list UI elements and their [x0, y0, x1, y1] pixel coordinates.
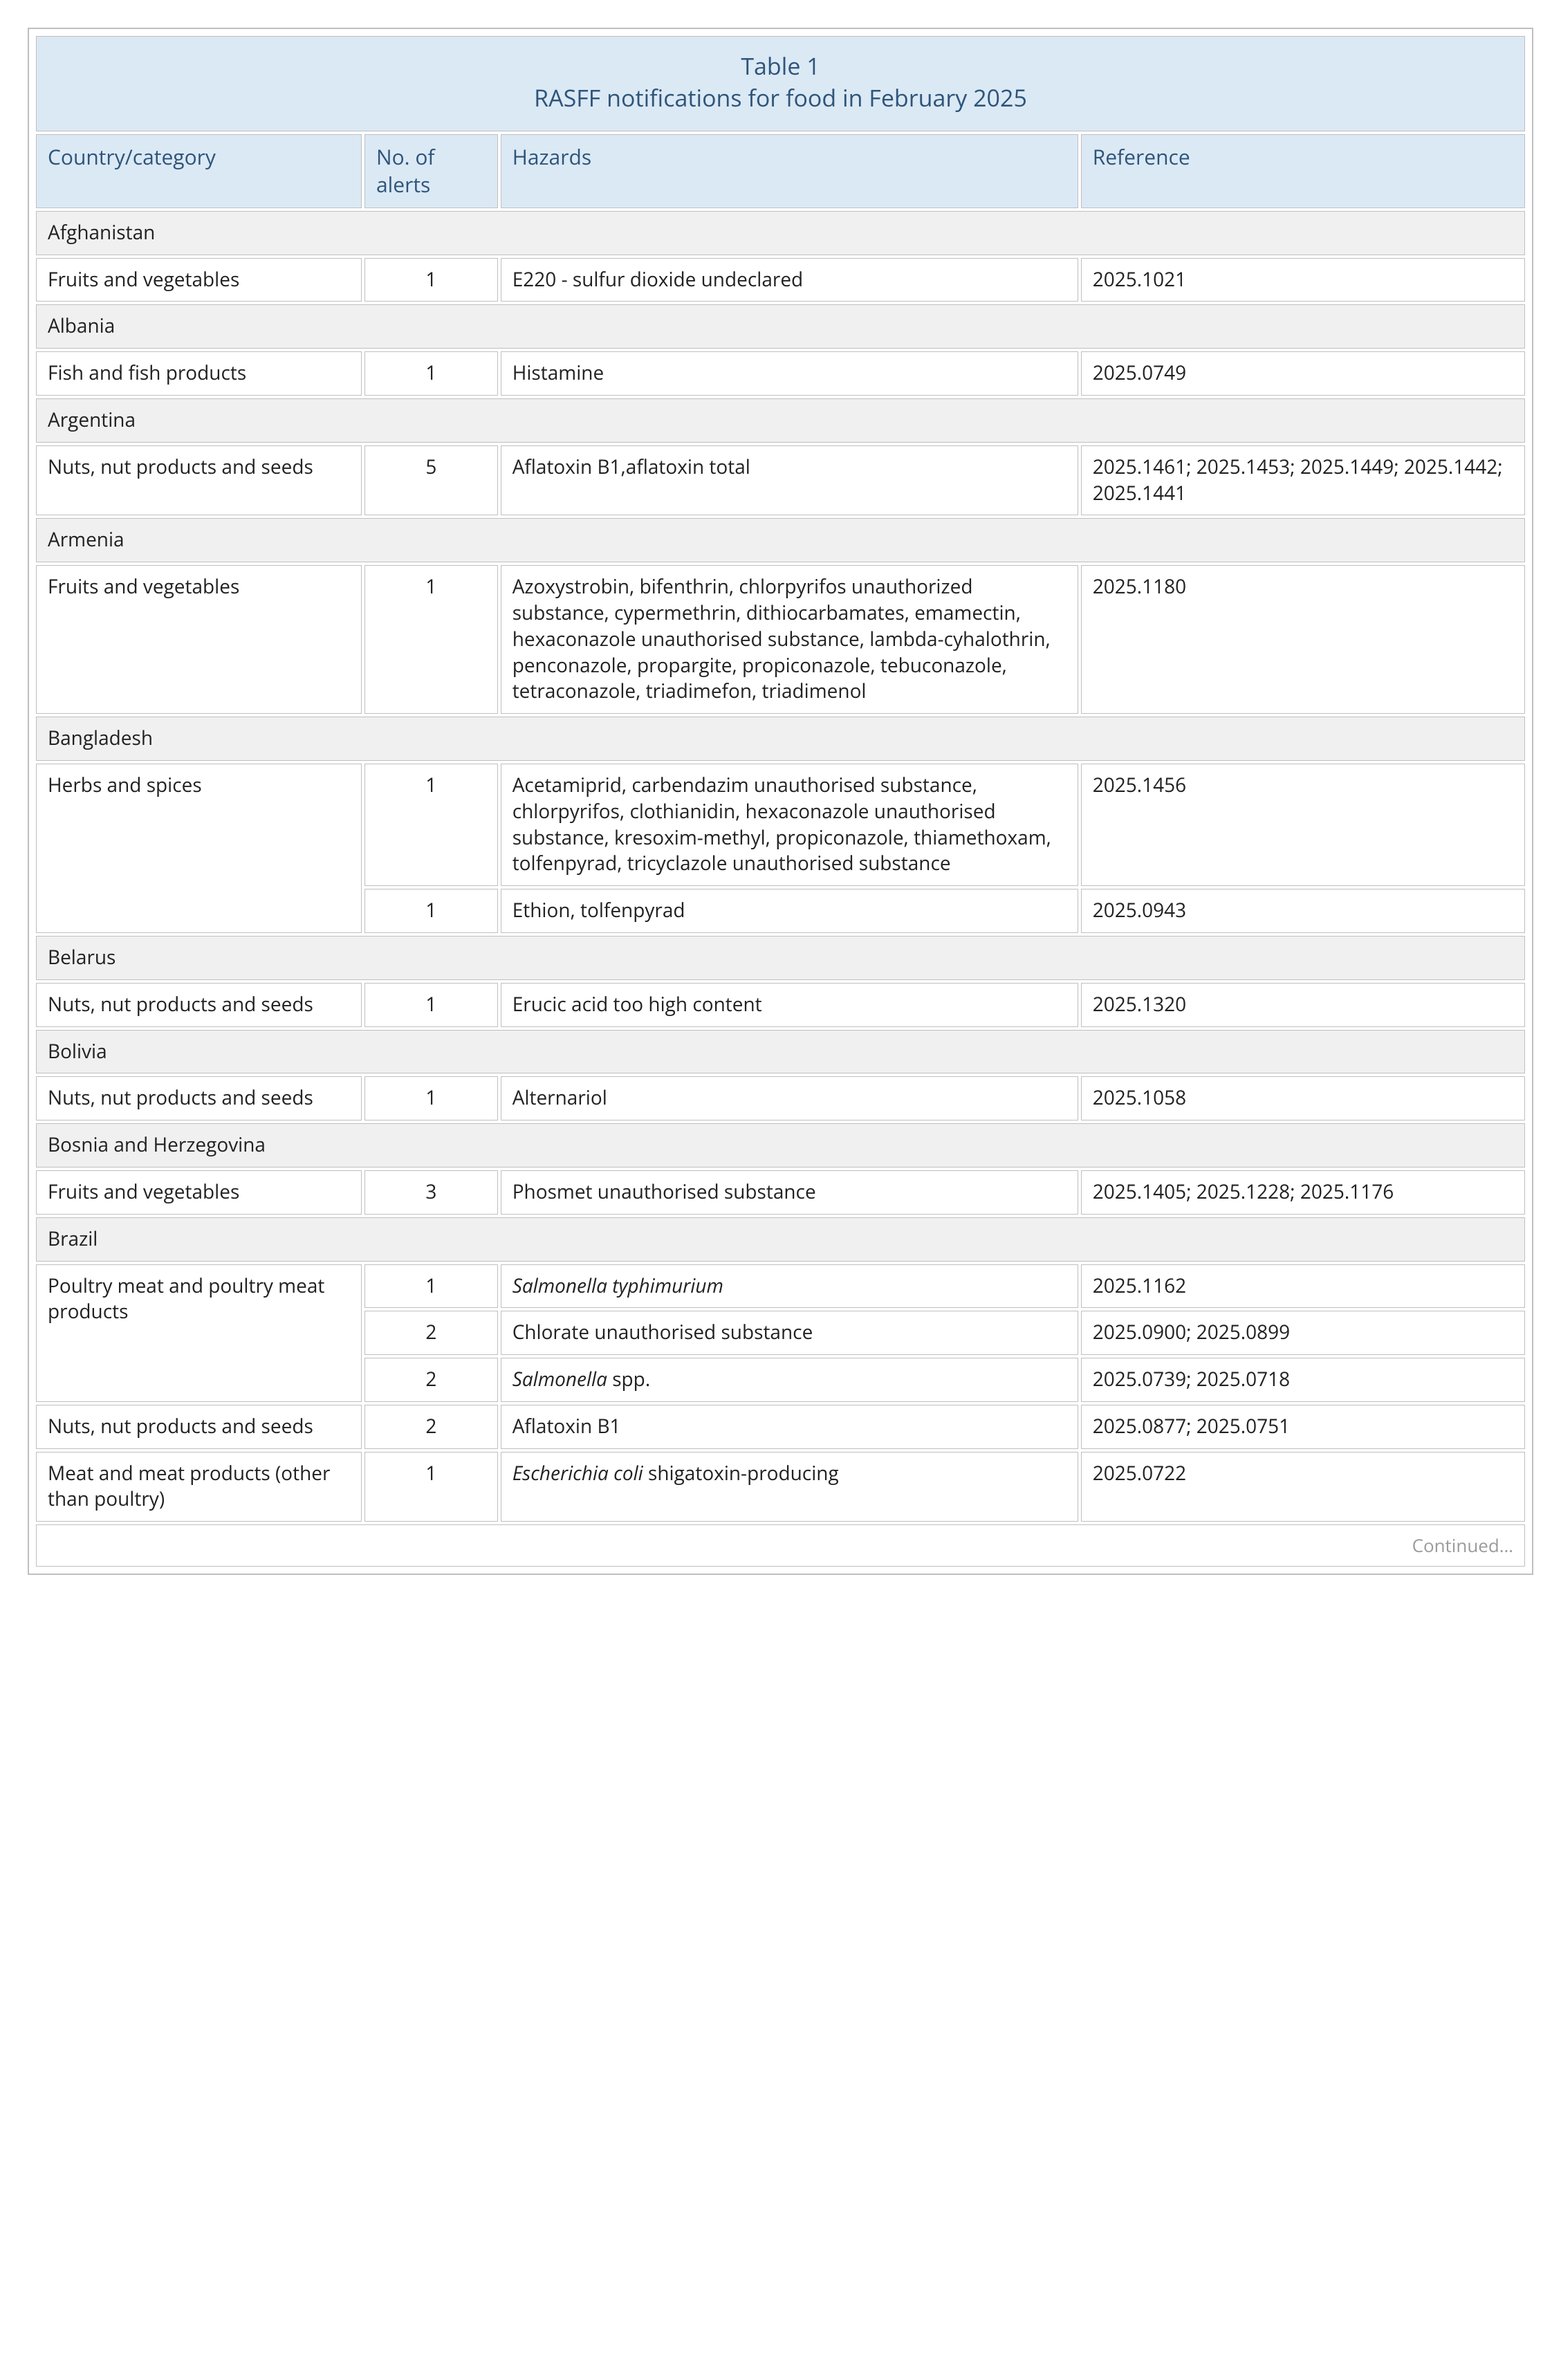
country-group: Argentina — [36, 398, 1525, 443]
alerts-cell: 1 — [364, 764, 498, 886]
table-row: Fruits and vegetables3Phosmet unauthoris… — [36, 1170, 1525, 1215]
reference-cell: 2025.0739; 2025.0718 — [1081, 1358, 1525, 1402]
table-row: Nuts, nut products and seeds2Aflatoxin B… — [36, 1405, 1525, 1449]
reference-cell: 2025.1021 — [1081, 258, 1525, 302]
reference-cell: 2025.0900; 2025.0899 — [1081, 1311, 1525, 1355]
country-group: Afghanistan — [36, 211, 1525, 255]
reference-cell: 2025.1320 — [1081, 983, 1525, 1027]
country-group: Armenia — [36, 518, 1525, 562]
country-group: Bolivia — [36, 1030, 1525, 1074]
reference-cell: 2025.1058 — [1081, 1076, 1525, 1120]
alerts-cell: 3 — [364, 1170, 498, 1215]
alerts-cell: 2 — [364, 1311, 498, 1355]
title-line-1: Table 1 — [48, 50, 1513, 82]
rasff-table: Table 1 RASFF notifications for food in … — [33, 33, 1528, 1569]
alerts-cell: 1 — [364, 565, 498, 714]
reference-cell: 2025.0749 — [1081, 351, 1525, 396]
table-row: Poultry meat and poultry meat products1S… — [36, 1264, 1525, 1309]
alerts-cell: 1 — [364, 889, 498, 933]
country-group: Bangladesh — [36, 717, 1525, 761]
table-title: Table 1 RASFF notifications for food in … — [36, 36, 1525, 131]
alerts-cell: 1 — [364, 1264, 498, 1309]
category-cell: Nuts, nut products and seeds — [36, 1405, 362, 1449]
category-cell: Meat and meat products (other than poult… — [36, 1452, 362, 1522]
alerts-cell: 1 — [364, 1452, 498, 1522]
hazards-cell: Azoxystrobin, bifenthrin, chlorpyrifos u… — [501, 565, 1078, 714]
category-cell: Fish and fish products — [36, 351, 362, 396]
category-cell: Fruits and vegetables — [36, 1170, 362, 1215]
category-cell: Nuts, nut products and seeds — [36, 983, 362, 1027]
reference-cell: 2025.0943 — [1081, 889, 1525, 933]
hazards-cell: Phosmet unauthorised substance — [501, 1170, 1078, 1215]
hazards-cell: Salmonella spp. — [501, 1358, 1078, 1402]
reference-cell: 2025.1456 — [1081, 764, 1525, 886]
table-row: Nuts, nut products and seeds1Alternariol… — [36, 1076, 1525, 1120]
table-row: Fruits and vegetables1E220 - sulfur diox… — [36, 258, 1525, 302]
hazards-cell: Chlorate unauthorised substance — [501, 1311, 1078, 1355]
reference-cell: 2025.1405; 2025.1228; 2025.1176 — [1081, 1170, 1525, 1215]
alerts-cell: 2 — [364, 1405, 498, 1449]
table-body: AfghanistanFruits and vegetables1E220 - … — [36, 211, 1525, 1522]
table-row: Fish and fish products1Histamine2025.074… — [36, 351, 1525, 396]
col-header-hazards: Hazards — [501, 134, 1078, 208]
reference-cell: 2025.0877; 2025.0751 — [1081, 1405, 1525, 1449]
hazards-cell: Escherichia coli shigatoxin-producing — [501, 1452, 1078, 1522]
col-header-alerts: No. of alerts — [364, 134, 498, 208]
hazards-cell: Histamine — [501, 351, 1078, 396]
reference-cell: 2025.0722 — [1081, 1452, 1525, 1522]
table-footer: Continued… — [36, 1524, 1525, 1567]
col-header-reference: Reference — [1081, 134, 1525, 208]
category-cell: Fruits and vegetables — [36, 258, 362, 302]
hazards-cell: Aflatoxin B1,aflatoxin total — [501, 445, 1078, 516]
alerts-cell: 1 — [364, 983, 498, 1027]
category-cell: Fruits and vegetables — [36, 565, 362, 714]
hazards-cell: Ethion, tolfenpyrad — [501, 889, 1078, 933]
country-group: Belarus — [36, 936, 1525, 980]
country-group: Brazil — [36, 1217, 1525, 1262]
alerts-cell: 5 — [364, 445, 498, 516]
title-line-2: RASFF notifications for food in February… — [48, 82, 1513, 114]
table-row: Nuts, nut products and seeds1Erucic acid… — [36, 983, 1525, 1027]
alerts-cell: 1 — [364, 258, 498, 302]
alerts-cell: 1 — [364, 1076, 498, 1120]
hazards-cell: Acetamiprid, carbendazim unauthorised su… — [501, 764, 1078, 886]
hazards-cell: Aflatoxin B1 — [501, 1405, 1078, 1449]
hazards-cell: E220 - sulfur dioxide undeclared — [501, 258, 1078, 302]
alerts-cell: 2 — [364, 1358, 498, 1402]
country-group: Albania — [36, 304, 1525, 349]
rasff-table-container: Table 1 RASFF notifications for food in … — [28, 28, 1533, 1575]
country-group: Bosnia and Herzegovina — [36, 1123, 1525, 1168]
col-header-country: Country/category — [36, 134, 362, 208]
reference-cell: 2025.1180 — [1081, 565, 1525, 714]
hazards-cell: Salmonella typhimurium — [501, 1264, 1078, 1309]
table-row: Meat and meat products (other than poult… — [36, 1452, 1525, 1522]
alerts-cell: 1 — [364, 351, 498, 396]
hazards-cell: Alternariol — [501, 1076, 1078, 1120]
category-cell: Herbs and spices — [36, 764, 362, 933]
table-row: Herbs and spices1Acetamiprid, carbendazi… — [36, 764, 1525, 886]
hazards-cell: Erucic acid too high content — [501, 983, 1078, 1027]
table-row: Fruits and vegetables1Azoxystrobin, bife… — [36, 565, 1525, 714]
reference-cell: 2025.1162 — [1081, 1264, 1525, 1309]
category-cell: Nuts, nut products and seeds — [36, 445, 362, 516]
table-row: Nuts, nut products and seeds5Aflatoxin B… — [36, 445, 1525, 516]
category-cell: Nuts, nut products and seeds — [36, 1076, 362, 1120]
reference-cell: 2025.1461; 2025.1453; 2025.1449; 2025.14… — [1081, 445, 1525, 516]
category-cell: Poultry meat and poultry meat products — [36, 1264, 362, 1402]
